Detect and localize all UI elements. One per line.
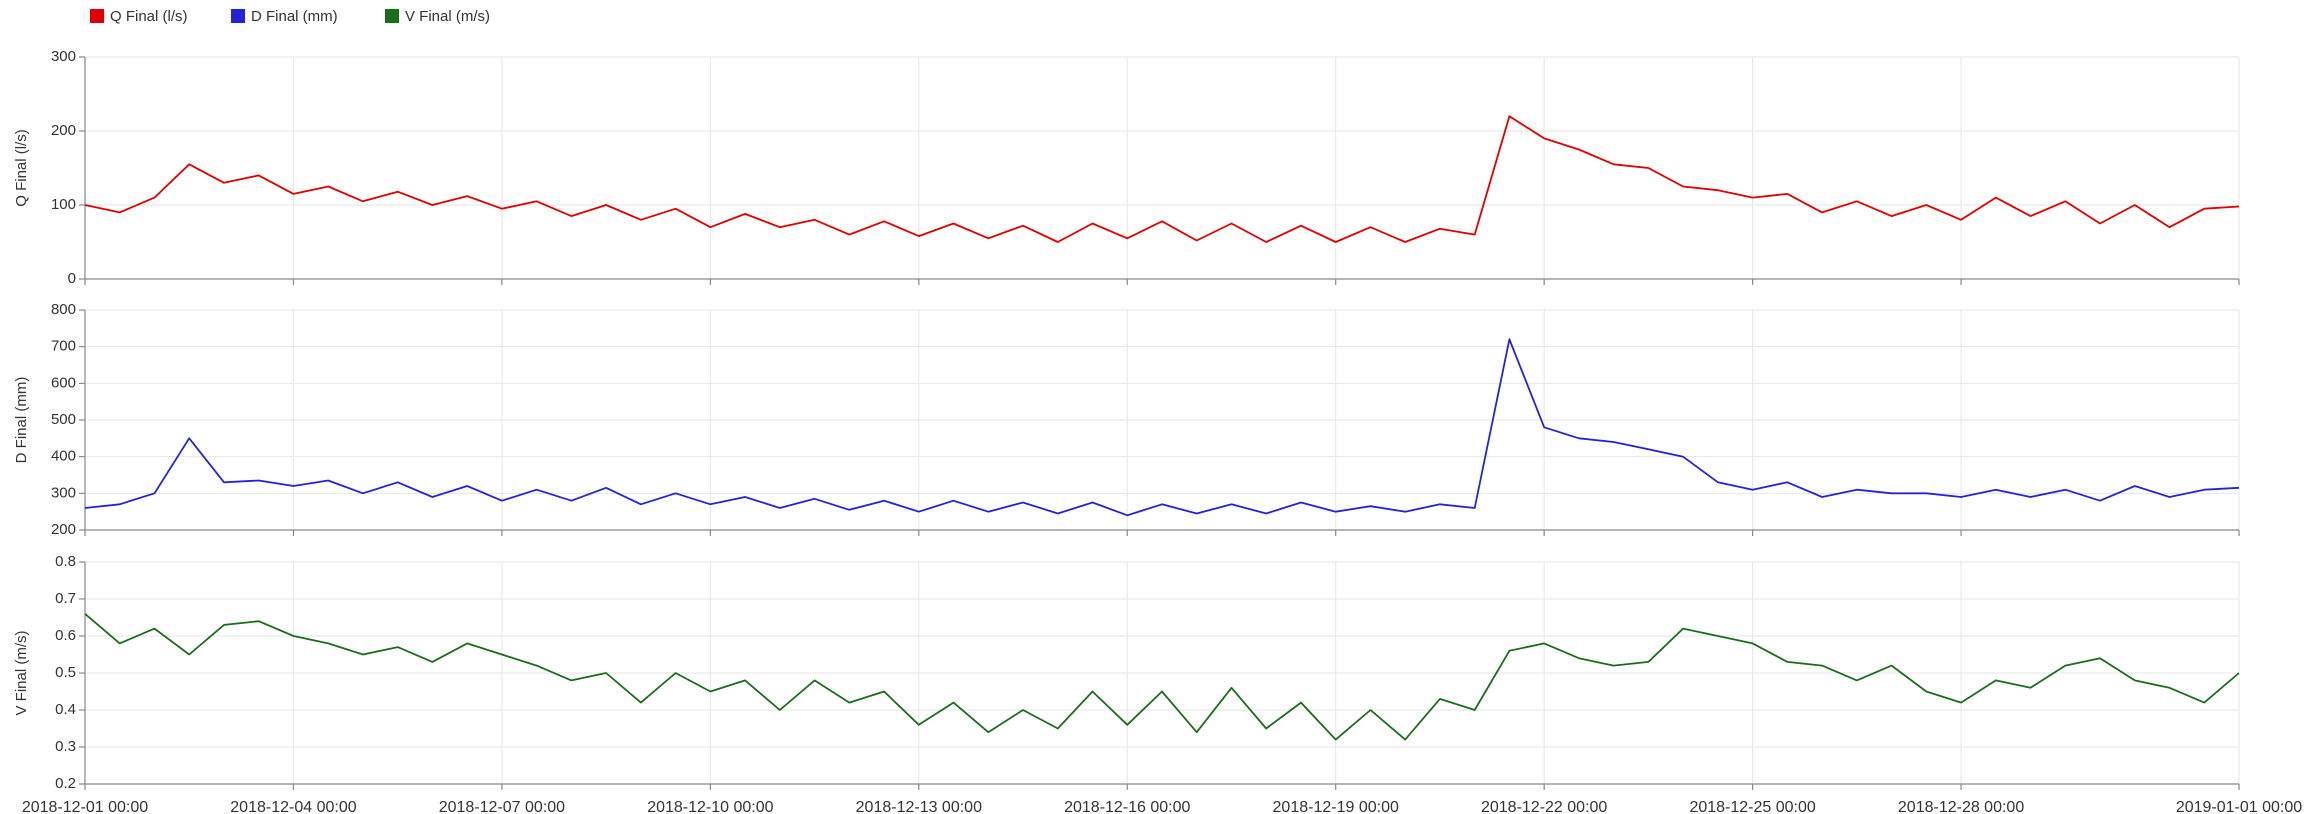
x-tick-label: 2018-12-01 00:00 — [22, 799, 148, 814]
y-tick-label: 0.7 — [55, 590, 76, 607]
x-tick-label: 2018-12-13 00:00 — [856, 799, 982, 814]
y-tick-label: 600 — [51, 374, 76, 391]
y-tick-label: 500 — [51, 411, 76, 428]
y-tick-label: 400 — [51, 448, 76, 465]
x-tick-label: 2018-12-04 00:00 — [230, 799, 356, 814]
x-tick-label: 2018-12-28 00:00 — [1898, 799, 2024, 814]
x-tick-label: 2019-01-01 00:00 — [2176, 799, 2302, 814]
legend-label: Q Final (l/s) — [110, 8, 188, 25]
y-tick-label: 700 — [51, 338, 76, 355]
y-tick-label: 300 — [51, 484, 76, 501]
y-tick-label: 0.3 — [55, 738, 76, 755]
y-axis-label: V Final (m/s) — [13, 630, 30, 715]
y-tick-label: 100 — [51, 196, 76, 213]
y-tick-label: 800 — [51, 301, 76, 318]
y-tick-label: 0.4 — [55, 701, 76, 718]
legend-swatch — [385, 9, 399, 23]
x-tick-label: 2018-12-16 00:00 — [1064, 799, 1190, 814]
data-line — [84, 115, 2240, 243]
data-line — [84, 338, 2240, 517]
y-tick-label: 200 — [51, 122, 76, 139]
legend-label: D Final (mm) — [251, 8, 338, 25]
legend-label: V Final (m/s) — [405, 8, 490, 25]
x-tick-label: 2018-12-10 00:00 — [647, 799, 773, 814]
y-tick-label: 0.2 — [55, 775, 76, 792]
y-tick-label: 300 — [51, 48, 76, 65]
x-tick-label: 2018-12-25 00:00 — [1689, 799, 1815, 814]
y-tick-label: 0.8 — [55, 553, 76, 570]
y-axis-label: Q Final (l/s) — [13, 129, 30, 207]
y-tick-label: 0 — [68, 270, 76, 287]
x-tick-label: 2018-12-22 00:00 — [1481, 799, 1607, 814]
legend-swatch — [90, 9, 104, 23]
x-tick-label: 2018-12-19 00:00 — [1273, 799, 1399, 814]
y-axis-label: D Final (mm) — [13, 377, 30, 464]
y-tick-label: 0.6 — [55, 627, 76, 644]
y-tick-label: 200 — [51, 521, 76, 538]
y-tick-label: 0.5 — [55, 664, 76, 681]
x-tick-label: 2018-12-07 00:00 — [439, 799, 565, 814]
data-line — [84, 613, 2240, 741]
legend-swatch — [231, 9, 245, 23]
